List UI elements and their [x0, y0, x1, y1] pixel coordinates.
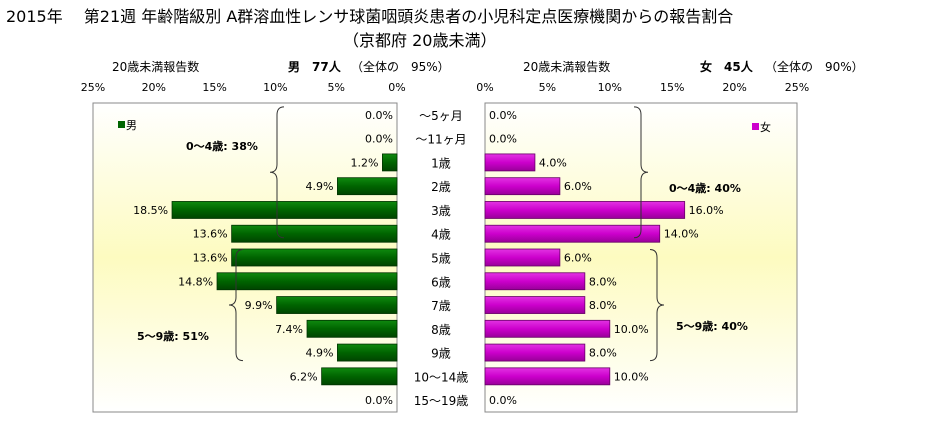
male-axis-tick: 5% [327, 81, 344, 94]
female-legend-label: 女 [760, 120, 771, 134]
male-axis-tick: 0% [388, 81, 405, 94]
male-value-label: 9.9% [245, 299, 273, 312]
female-axis-tick: 25% [785, 81, 809, 94]
age-category-label: 1歳 [431, 156, 451, 170]
age-category-label: 4歳 [431, 228, 451, 242]
male-bar [382, 153, 398, 172]
age-category-label: 3歳 [431, 204, 451, 218]
male-bar [276, 296, 398, 314]
female-bar [484, 248, 561, 267]
female-brace-5-9 [649, 249, 665, 362]
male-header-share: （全体の 95%） [351, 60, 450, 74]
male-value-label: 0.0% [365, 394, 393, 407]
male-value-label: 1.2% [350, 156, 378, 169]
female-axis-tick: 0% [476, 81, 493, 94]
female-bar [484, 153, 536, 172]
chart-subtitle: （京都府 20歳未満） [343, 31, 497, 50]
female-value-label: 0.0% [489, 133, 517, 146]
age-category-label: 9歳 [431, 347, 451, 361]
male-value-label: 4.9% [305, 347, 333, 360]
male-value-label: 4.9% [305, 180, 333, 193]
age-category-label: 2歳 [431, 180, 451, 194]
female-axis-tick: 10% [598, 81, 622, 94]
female-value-label: 4.0% [539, 156, 567, 169]
female-bar [484, 367, 611, 386]
age-category-label: 15～19歳 [414, 394, 469, 408]
male-header-count: 男 77人 [288, 60, 341, 74]
female-bar [484, 224, 661, 243]
female-value-label: 8.0% [589, 275, 617, 288]
male-legend-label: 男 [126, 119, 137, 132]
male-value-label: 0.0% [365, 133, 393, 146]
male-bar [321, 367, 398, 386]
male-bar [337, 343, 398, 362]
male-bracket-5-9-label: 5～9歳: 51% [137, 329, 209, 343]
female-bar [484, 177, 561, 196]
female-value-label: 6.0% [564, 252, 592, 265]
age-category-label: 10～14歳 [414, 370, 469, 384]
male-brace-0-4 [269, 106, 285, 239]
female-value-label: 10.0% [614, 323, 649, 336]
age-category-label: 5歳 [431, 252, 451, 266]
male-bar [231, 224, 398, 243]
age-category-label: ～11ヶ月 [415, 133, 466, 147]
male-axis-tick: 15% [202, 81, 226, 94]
female-bar [484, 296, 586, 314]
female-value-label: 0.0% [489, 109, 517, 122]
female-bracket-5-9-label: 5～9歳: 40% [676, 319, 748, 333]
female-bar [484, 319, 611, 338]
female-axis-tick: 15% [660, 81, 684, 94]
age-category-label: 7歳 [431, 299, 451, 313]
female-bar [484, 201, 686, 219]
male-bar [171, 201, 398, 219]
male-value-label: 7.4% [275, 323, 303, 336]
male-bar [306, 319, 398, 338]
female-header-count: 女 45人 [700, 60, 753, 74]
chart-title: 2015年 第21週 年齢階級別 A群溶血性レンサ球菌咽頭炎患者の小児科定点医療… [6, 7, 734, 26]
male-bar [337, 177, 398, 196]
age-category-label: 8歳 [431, 323, 451, 337]
age-category-label: 6歳 [431, 275, 451, 289]
male-value-label: 0.0% [365, 109, 393, 122]
male-brace-5-9 [228, 249, 244, 362]
male-bar [231, 248, 398, 267]
male-bar [216, 272, 398, 291]
male-axis-tick: 25% [81, 81, 105, 94]
male-value-label: 13.6% [193, 252, 228, 265]
male-axis-tick: 10% [263, 81, 287, 94]
female-value-label: 14.0% [664, 228, 699, 241]
age-category-label: ～5ヶ月 [419, 109, 463, 123]
male-axis-tick: 20% [142, 81, 166, 94]
female-header-label: 20歳未満報告数 [523, 60, 611, 74]
female-axis-tick: 20% [722, 81, 746, 94]
male-bracket-0-4-label: 0～4歳: 38% [186, 139, 258, 153]
female-bracket-0-4-label: 0～4歳: 40% [669, 181, 741, 195]
female-value-label: 16.0% [689, 204, 724, 217]
female-bar [484, 272, 586, 291]
male-value-label: 18.5% [133, 204, 168, 217]
female-legend-swatch [752, 123, 759, 130]
male-value-label: 13.6% [193, 228, 228, 241]
male-legend-swatch [118, 121, 125, 128]
female-value-label: 8.0% [589, 299, 617, 312]
male-header-label: 20歳未満報告数 [112, 60, 200, 74]
female-header-share: （全体の 90%） [765, 60, 864, 74]
female-value-label: 10.0% [614, 370, 649, 383]
female-value-label: 6.0% [564, 180, 592, 193]
female-value-label: 8.0% [589, 347, 617, 360]
male-value-label: 14.8% [178, 275, 213, 288]
female-bar [484, 343, 586, 362]
female-axis-tick: 5% [539, 81, 556, 94]
female-value-label: 0.0% [489, 394, 517, 407]
female-brace-0-4 [633, 106, 649, 239]
male-value-label: 6.2% [290, 370, 318, 383]
